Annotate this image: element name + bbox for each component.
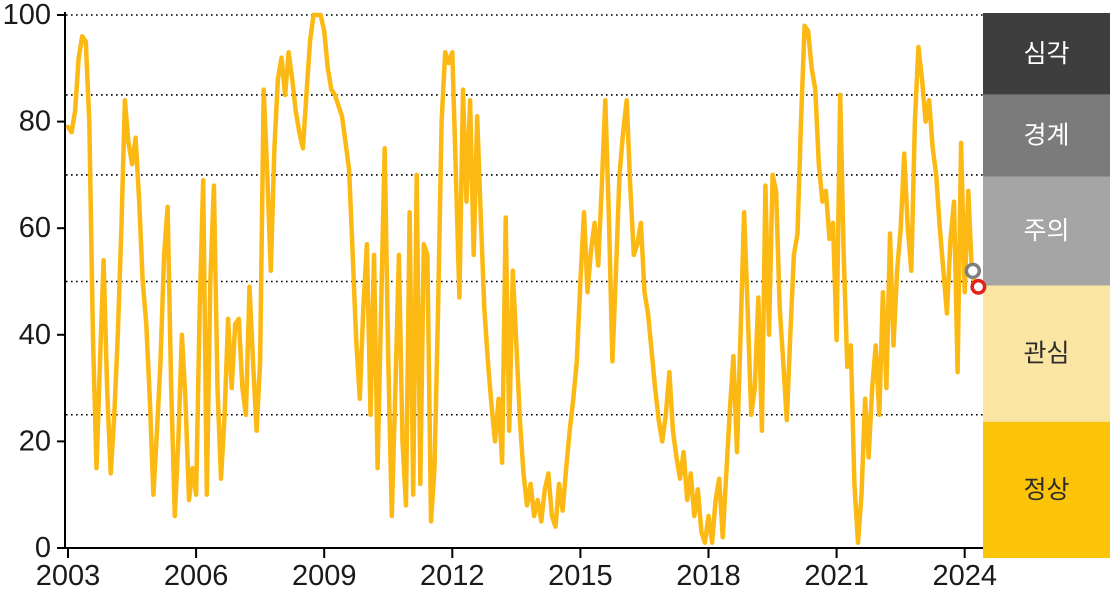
- x-axis: 2003 2006 2009 2012 2015 2018 2021 2024: [36, 547, 997, 592]
- risk-band-3: [983, 285, 1110, 422]
- x-tick-label-2006: 2006: [164, 560, 229, 592]
- x-tick-label-2015: 2015: [548, 560, 613, 592]
- y-axis: 0 20 40 60 80 100: [3, 0, 66, 564]
- previous-value-marker: [964, 262, 982, 280]
- risk-band-label-0: 심각: [1023, 40, 1069, 68]
- y-tick-label-100: 100: [3, 0, 51, 31]
- y-tick-label-60: 60: [19, 212, 51, 244]
- x-tick-label-2012: 2012: [420, 560, 485, 592]
- risk-band-0: [983, 13, 1110, 95]
- end-markers: [964, 262, 987, 295]
- x-tick-label-2003: 2003: [36, 560, 101, 592]
- x-tick-label-2009: 2009: [292, 560, 357, 592]
- y-tick-label-80: 80: [19, 106, 51, 138]
- latest-value-marker: [970, 278, 987, 295]
- risk-band-label-4: 정상: [1023, 476, 1069, 504]
- y-tick-label-40: 40: [19, 319, 51, 351]
- risk-band-1: [983, 94, 1110, 177]
- risk-band-4: [983, 421, 1110, 558]
- y-tick-label-0: 0: [35, 532, 51, 564]
- risk-band-label-2: 주의: [1023, 217, 1069, 245]
- index-line-group: [65, 12, 978, 545]
- risk-band-label-3: 관심: [1023, 340, 1069, 368]
- y-tick-label-20: 20: [19, 425, 51, 457]
- x-tick-label-2024: 2024: [932, 560, 997, 592]
- x-tick-label-2021: 2021: [804, 560, 869, 592]
- risk-band-2: [983, 176, 1110, 286]
- risk-band-label-1: 경계: [1023, 122, 1069, 150]
- x-tick-label-2018: 2018: [676, 560, 741, 592]
- index-line: [65, 12, 978, 545]
